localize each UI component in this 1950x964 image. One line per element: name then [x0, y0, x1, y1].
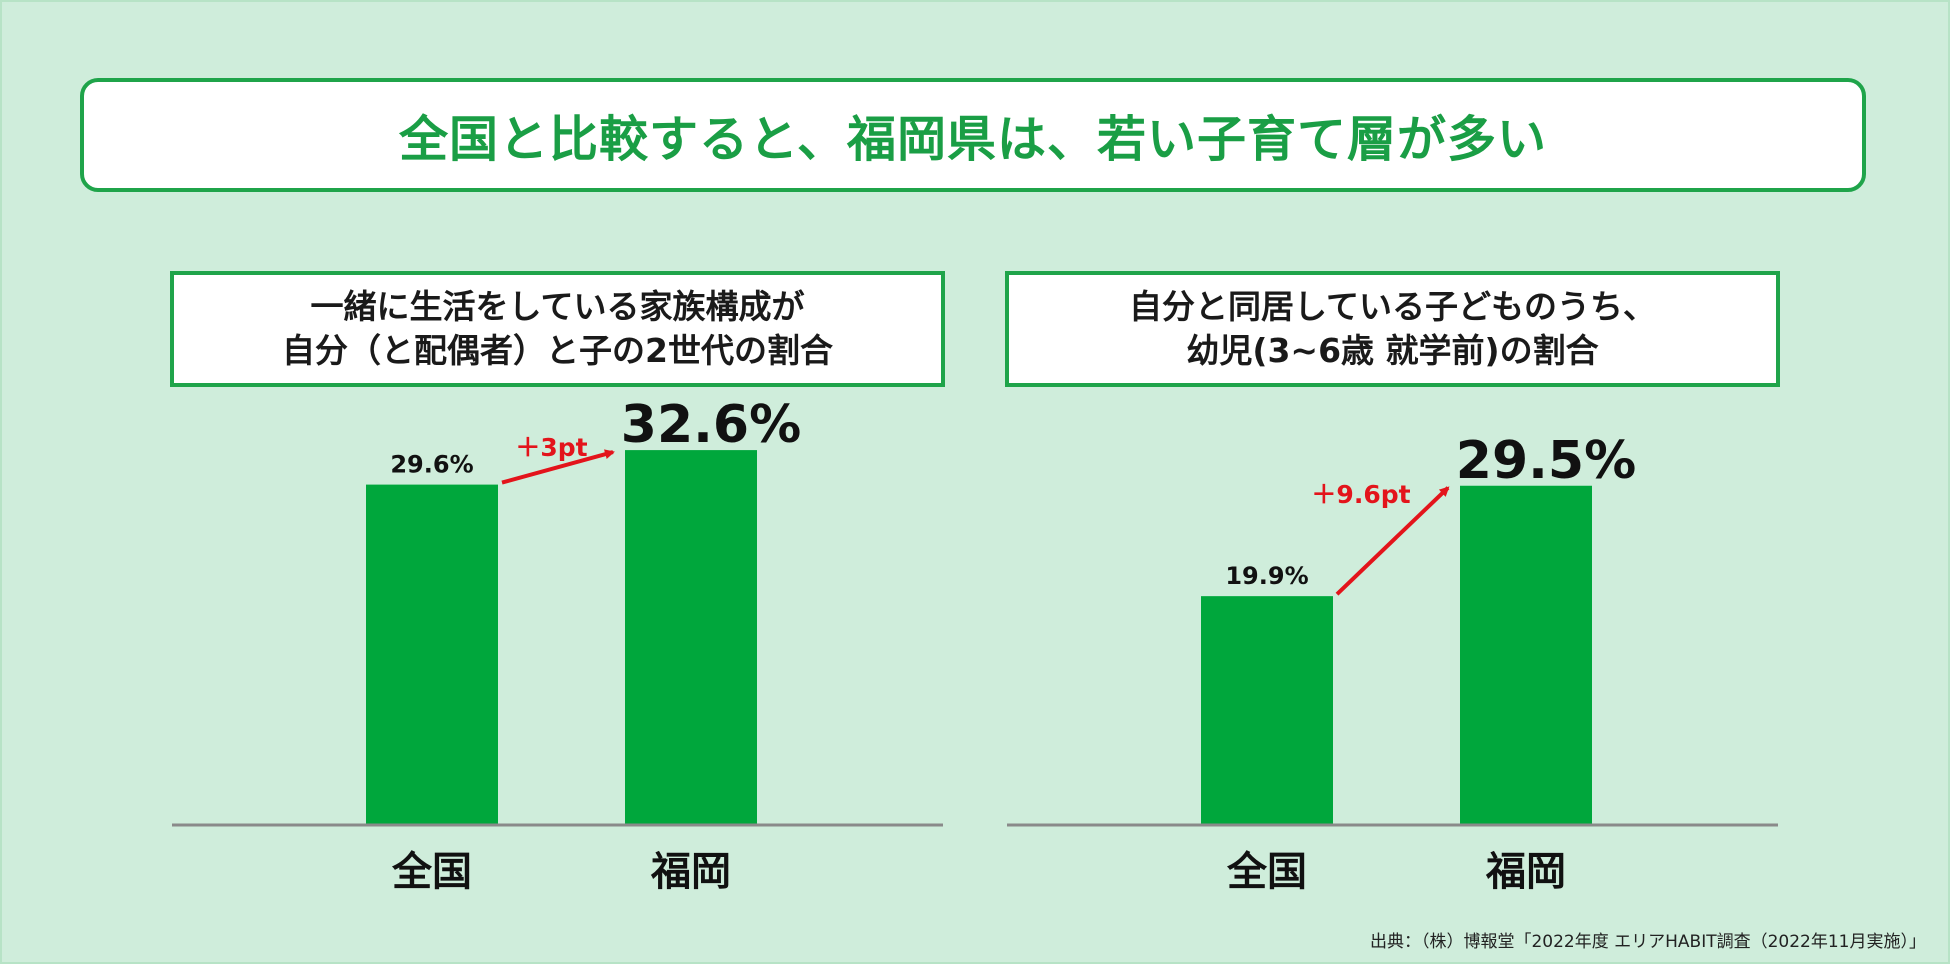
bar-fukuoka: [625, 450, 757, 825]
chart-heading-right: 自分と同居している子どものうち、 幼児(3~6歳 就学前)の割合: [1005, 271, 1780, 387]
increase-arrow: [1335, 486, 1450, 596]
value-label: 19.9%: [1225, 562, 1308, 590]
chart-heading-left: 一緒に生活をしている家族構成が 自分（と配偶者）と子の2世代の割合: [170, 271, 945, 387]
chart-heading-line: 一緒に生活をしている家族構成が: [310, 287, 805, 326]
value-label: 32.6%: [621, 395, 801, 455]
bar-chart-svg: 19.9% 全国 29.5% 福岡 ＋9.6pt: [1007, 431, 1778, 895]
value-label: 29.6%: [390, 451, 473, 479]
increase-arrow: [501, 449, 615, 485]
category-label: 福岡: [650, 849, 731, 895]
slide-title: 全国と比較すると、福岡県は、若い子育て層が多い: [398, 110, 1548, 168]
bar-chart-left: 29.6% 全国 32.6% 福岡 ＋3pt: [170, 395, 950, 920]
bar-chart-svg: 29.6% 全国 32.6% 福岡 ＋3pt: [172, 395, 943, 895]
chart-heading-line: 自分（と配偶者）と子の2世代の割合: [282, 331, 833, 370]
category-label: 全国: [391, 849, 472, 895]
bar-chart-right: 19.9% 全国 29.5% 福岡 ＋9.6pt: [1005, 400, 1785, 920]
bar-zenkoku: [366, 484, 498, 825]
category-label: 福岡: [1485, 849, 1566, 895]
title-banner: 全国と比較すると、福岡県は、若い子育て層が多い: [80, 78, 1866, 192]
diff-annotation: ＋3pt: [515, 433, 587, 462]
chart-heading-line: 幼児(3~6歳 就学前)の割合: [1186, 331, 1599, 370]
bar-zenkoku: [1201, 596, 1333, 825]
bar-fukuoka: [1460, 485, 1592, 825]
category-label: 全国: [1226, 849, 1307, 895]
chart-heading-line: 自分と同居している子どものうち、: [1128, 287, 1656, 326]
source-note: 出典：（株）博報堂「2022年度 エリアHABIT調査（2022年11月実施）」: [1369, 932, 1926, 952]
value-label: 29.5%: [1456, 431, 1636, 491]
diff-annotation: ＋9.6pt: [1311, 480, 1410, 509]
